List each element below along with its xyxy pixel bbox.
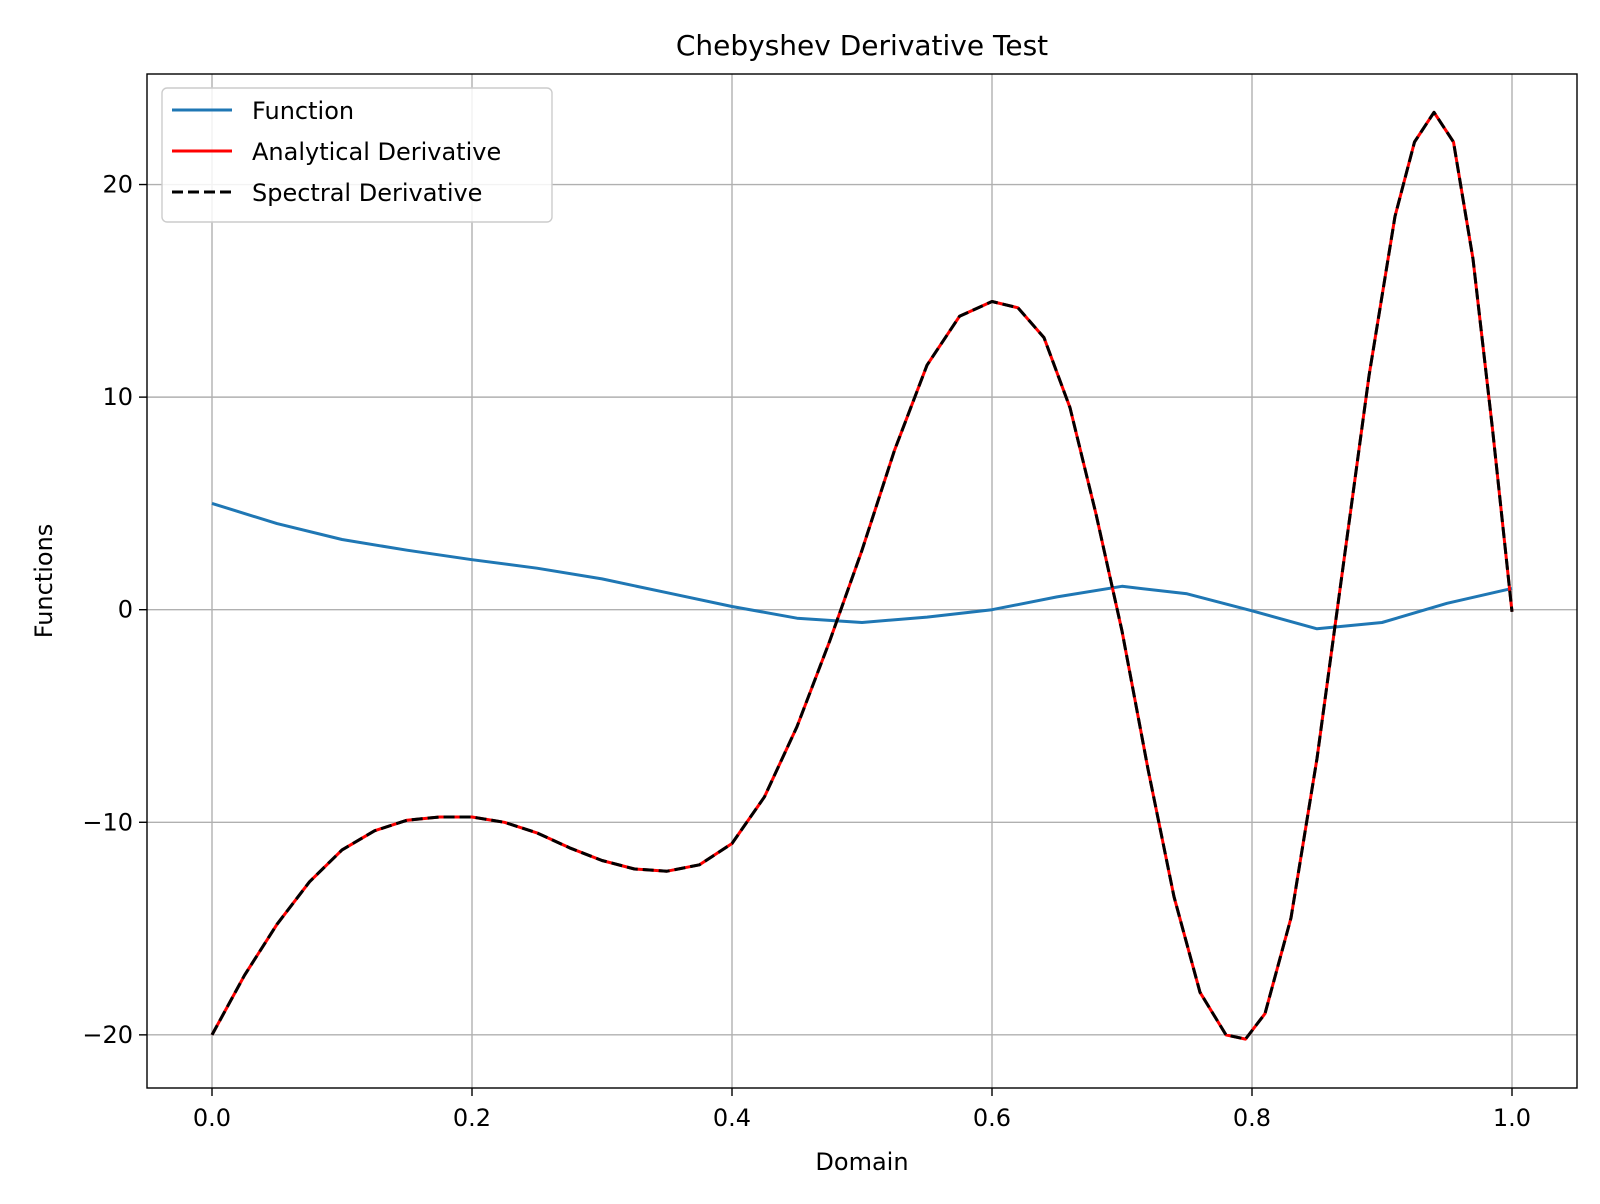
y-tick-label: 10	[102, 383, 133, 411]
x-tick-label: 1.0	[1493, 1104, 1531, 1132]
grid	[147, 74, 1577, 1088]
ticks: 0.0 0.2 0.4 0.6 0.8 1.0 −20 −10 0 10 20	[82, 171, 1531, 1132]
x-tick-label: 0.8	[1233, 1104, 1271, 1132]
legend-label: Analytical Derivative	[252, 138, 501, 166]
y-tick-label: 0	[118, 596, 133, 624]
legend-label: Spectral Derivative	[252, 179, 482, 207]
x-axis-label: Domain	[815, 1148, 908, 1176]
x-tick-label: 0.0	[193, 1104, 231, 1132]
plot-area	[147, 74, 1577, 1088]
y-tick-label: 20	[102, 171, 133, 199]
series-layer	[210, 110, 1514, 1041]
series-line-function	[211, 501, 1513, 631]
legend: Function Analytical Derivative Spectral De…	[161, 87, 553, 223]
legend-box	[161, 87, 553, 223]
chart-title: Chebyshev Derivative Test	[676, 29, 1048, 62]
y-tick-label: −10	[82, 808, 133, 836]
x-tick-label: 0.4	[713, 1104, 751, 1132]
legend-label: Function	[252, 97, 354, 125]
series-line-spectral-derivative	[210, 110, 1514, 1041]
x-tick-label: 0.6	[973, 1104, 1011, 1132]
y-axis-label: Functions	[30, 524, 58, 639]
y-tick-label: −20	[82, 1021, 133, 1049]
plot-frame	[146, 73, 1578, 1089]
x-tick-label: 0.2	[453, 1104, 491, 1132]
